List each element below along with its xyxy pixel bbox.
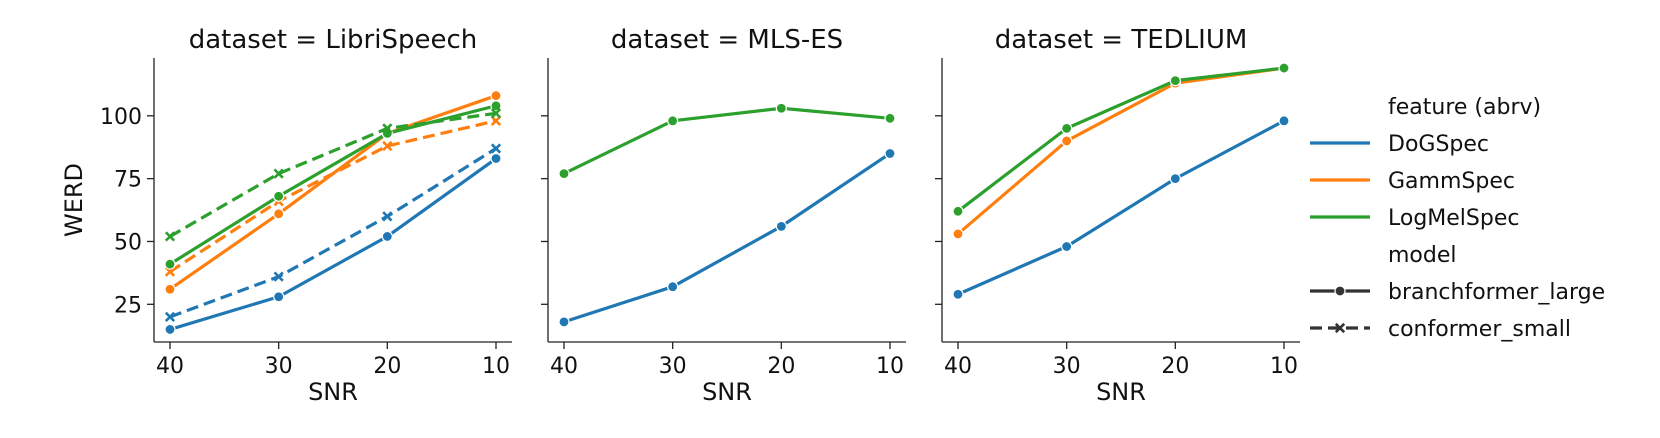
- series-dogspec-branchformer-large: [558, 147, 896, 328]
- data-point: [952, 205, 964, 217]
- data-point: [490, 100, 502, 112]
- series-logmelspec-conformer-small: [164, 108, 502, 242]
- x-axis-title: SNR: [702, 378, 752, 406]
- legend-label: GammSpec: [1388, 169, 1515, 194]
- x-tick-label: 10: [1270, 354, 1298, 379]
- data-point: [1169, 173, 1181, 185]
- data-point: [490, 90, 502, 102]
- series-line: [957, 119, 1285, 296]
- series-line: [169, 157, 497, 331]
- legend-model-title: model: [1388, 243, 1457, 268]
- data-point: [775, 102, 787, 114]
- series-line: [169, 147, 497, 319]
- series-dogspec-branchformer-large: [164, 152, 502, 336]
- panel-title: dataset = LibriSpeech: [189, 25, 478, 55]
- data-point: [164, 283, 176, 295]
- data-point: [884, 112, 896, 124]
- y-tick-label: 75: [114, 168, 142, 193]
- legend-label: DoGSpec: [1388, 132, 1489, 157]
- series-line: [563, 106, 891, 176]
- x-tick-label: 20: [373, 354, 401, 379]
- series-logmelspec-branchformer-large: [558, 102, 896, 180]
- x-tick-label: 40: [944, 354, 972, 379]
- data-point: [381, 230, 393, 243]
- legend-marker: [1334, 322, 1346, 334]
- data-point: [1169, 75, 1181, 87]
- legend-entry-logmelspec: LogMelSpec: [1310, 206, 1519, 231]
- legend-label: LogMelSpec: [1388, 206, 1519, 231]
- series-line: [957, 66, 1285, 213]
- data-point: [558, 168, 570, 180]
- data-point: [382, 140, 393, 152]
- legend-marker: [1334, 285, 1346, 297]
- series-dogspec-branchformer-large: [952, 115, 1290, 300]
- series-line: [169, 119, 497, 273]
- data-point: [382, 123, 393, 134]
- data-point: [1278, 62, 1290, 74]
- data-point: [273, 190, 285, 202]
- x-axis-title: SNR: [1096, 378, 1146, 406]
- y-tick-label: 50: [114, 230, 142, 255]
- data-point: [164, 311, 176, 322]
- data-point: [490, 143, 502, 154]
- data-point: [273, 271, 284, 282]
- legend-entry-branchformer-large: branchformer_large: [1310, 280, 1605, 305]
- data-point: [1278, 115, 1290, 127]
- series-line: [956, 66, 1285, 236]
- legend-entry-gammspec: GammSpec: [1310, 169, 1515, 194]
- legend-entry-dogspec: DoGSpec: [1310, 132, 1489, 157]
- y-tick-label: 100: [100, 105, 142, 130]
- data-point: [1061, 135, 1073, 147]
- x-tick-label: 10: [482, 354, 510, 379]
- data-point: [273, 208, 285, 220]
- data-point: [952, 228, 964, 240]
- data-point: [490, 108, 502, 119]
- data-point: [164, 258, 176, 270]
- data-point: [1061, 240, 1073, 253]
- y-axis-title: WERD: [60, 163, 88, 237]
- data-point: [775, 220, 787, 232]
- series-dogspec-conformer-small: [164, 143, 502, 322]
- data-point: [884, 147, 896, 160]
- data-point: [667, 281, 679, 293]
- data-point: [667, 115, 679, 127]
- data-point: [558, 316, 570, 328]
- data-point: [490, 115, 502, 126]
- data-point: [273, 291, 285, 303]
- legend-feature-title: feature (abrv): [1388, 95, 1541, 120]
- series-line: [563, 152, 891, 324]
- series-logmelspec-branchformer-large: [952, 62, 1290, 217]
- x-tick-label: 30: [659, 354, 687, 379]
- x-tick-label: 30: [265, 354, 293, 379]
- x-axis-title: SNR: [308, 378, 358, 406]
- panel-mls-es: dataset = MLS-ES 40 30 20 10 SNR: [541, 25, 906, 406]
- y-tick-label: 25: [114, 293, 142, 318]
- x-tick-label: 20: [767, 354, 795, 379]
- data-point: [952, 288, 964, 300]
- series-gammspec-conformer-small: [164, 115, 502, 277]
- legend-label: branchformer_large: [1388, 280, 1605, 305]
- legend: feature (abrv) DoGSpec GammSpec LogMelSpec m…: [1310, 95, 1605, 342]
- series-line: [169, 111, 497, 238]
- data-point: [164, 231, 176, 242]
- x-tick-label: 30: [1053, 354, 1081, 379]
- legend-entry-conformer-small: conformer_small: [1310, 317, 1571, 342]
- x-tick-label: 10: [876, 354, 904, 379]
- x-tick-label: 40: [550, 354, 578, 379]
- panel-title: dataset = MLS-ES: [611, 25, 843, 55]
- panel-tedlium: dataset = TEDLIUM 40 30 20 10 SNR: [935, 25, 1300, 406]
- x-tick-label: 40: [156, 354, 184, 379]
- panel-title: dataset = TEDLIUM: [995, 25, 1248, 55]
- series-logmelspec-branchformer-large: [164, 100, 502, 270]
- data-point: [164, 323, 176, 336]
- x-tick-label: 20: [1161, 354, 1189, 379]
- data-point: [382, 211, 393, 222]
- legend-label: conformer_small: [1388, 317, 1571, 342]
- panel-librispeech: dataset = LibriSpeech 25 50 75 100 40 30 20 10 SN…: [60, 25, 512, 406]
- data-point: [1061, 122, 1073, 134]
- data-point: [273, 168, 284, 179]
- data-point: [490, 152, 502, 165]
